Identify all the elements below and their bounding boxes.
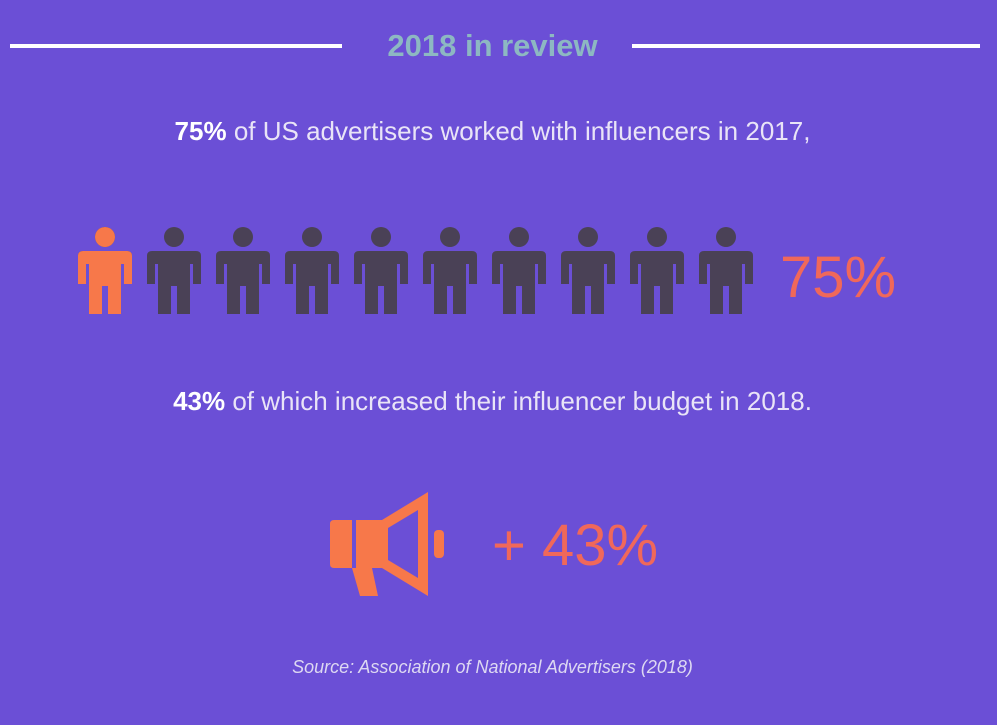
title-rule-right bbox=[632, 44, 980, 48]
person-icon bbox=[630, 227, 684, 314]
stat-budget-text: of which increased their influencer budg… bbox=[225, 386, 812, 416]
person-icon bbox=[423, 227, 477, 314]
stat-advertisers-highlight: 75% bbox=[174, 116, 227, 146]
stat-budget-highlight: 43% bbox=[173, 386, 226, 416]
person-icon bbox=[78, 227, 132, 314]
megaphone-icon bbox=[330, 492, 444, 596]
person-icon bbox=[216, 227, 270, 314]
person-icon bbox=[147, 227, 201, 314]
person-icon bbox=[492, 227, 546, 314]
person-icon bbox=[699, 227, 753, 314]
stat-advertisers-line: 75% of US advertisers worked with influe… bbox=[0, 116, 985, 146]
budget-increase-label: + 43% bbox=[492, 513, 659, 578]
people-pictograph bbox=[78, 227, 753, 314]
title-rule-left bbox=[10, 44, 342, 48]
pictograph-percent-label: 75% bbox=[780, 245, 897, 310]
person-icon bbox=[285, 227, 339, 314]
stat-budget-line: 43% of which increased their influencer … bbox=[0, 386, 985, 416]
stat-advertisers-text: of US advertisers worked with influencer… bbox=[226, 116, 811, 146]
person-icon bbox=[354, 227, 408, 314]
source-note: Source: Association of National Advertis… bbox=[292, 657, 693, 677]
person-icon bbox=[561, 227, 615, 314]
page-title: 2018 in review bbox=[387, 28, 598, 63]
